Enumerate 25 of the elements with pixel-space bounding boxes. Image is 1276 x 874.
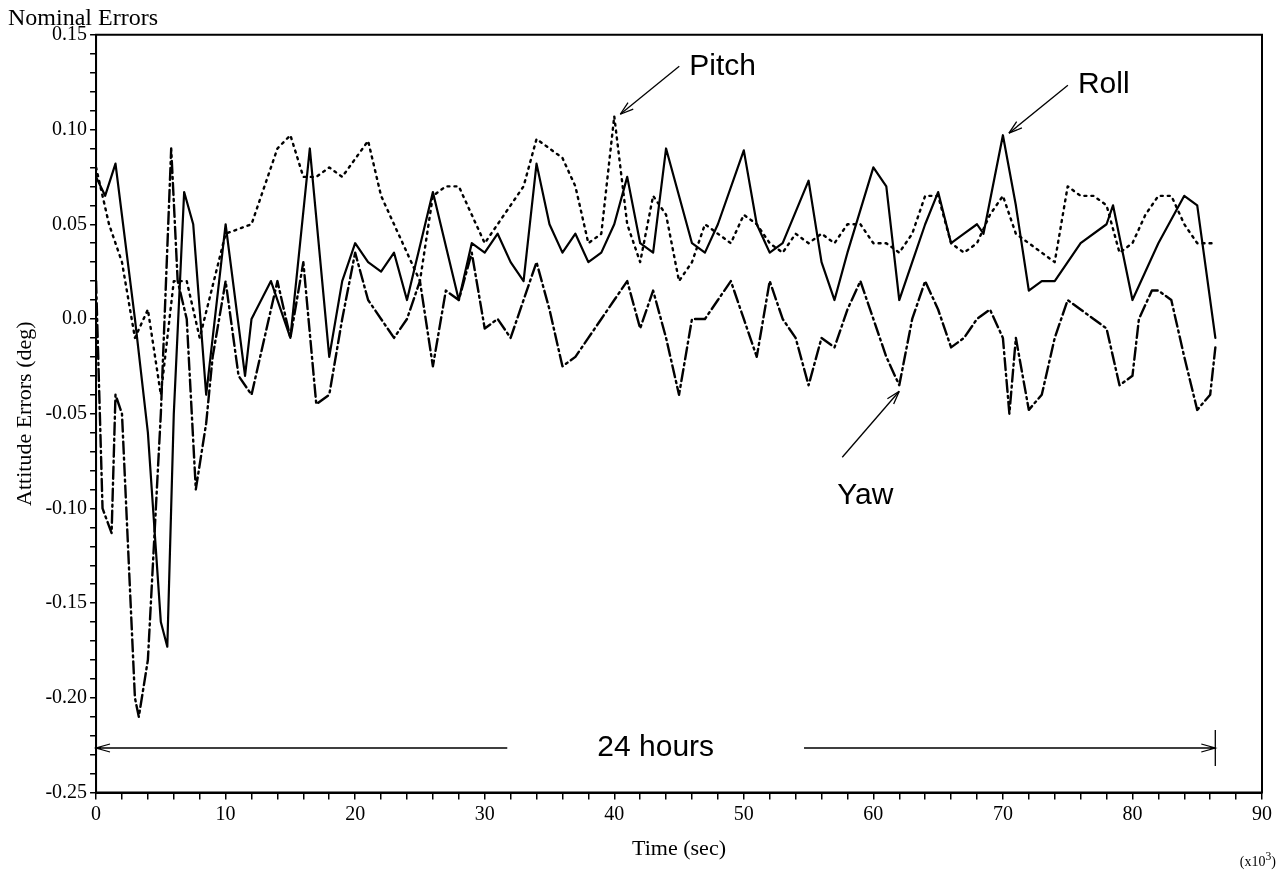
y-tick-label: -0.20 xyxy=(45,685,88,708)
y-tick-label: -0.10 xyxy=(45,495,88,518)
x-tick-label: 50 xyxy=(733,801,754,824)
x-tick-label: 20 xyxy=(345,801,366,824)
y-axis-title: Attitude Errors (deg) xyxy=(10,321,36,506)
y-tick-label: -0.05 xyxy=(45,400,88,423)
y-tick-label: -0.15 xyxy=(45,590,88,613)
y-tick-label: 0.0 xyxy=(62,306,88,329)
annotation: Pitch xyxy=(689,47,756,81)
y-tick-label: -0.25 xyxy=(45,779,88,802)
x-tick-label: 70 xyxy=(992,801,1013,824)
y-tick-label: 0.05 xyxy=(52,211,88,234)
x-axis-title: Time (sec) xyxy=(632,834,726,860)
x-tick-label: 30 xyxy=(474,801,495,824)
text: (x10$^{3}$) xyxy=(1239,850,1276,870)
annotation: Yaw xyxy=(837,476,894,510)
x-tick-label: 80 xyxy=(1122,801,1143,824)
x-tick-label: 0 xyxy=(91,801,102,824)
x-tick-label: 10 xyxy=(215,801,236,824)
annotation: 24 hours xyxy=(597,728,715,762)
x-tick-label: 40 xyxy=(604,801,625,824)
x-tick-label: 90 xyxy=(1252,801,1272,824)
annotation: Roll xyxy=(1077,66,1130,100)
y-tick-label: 0.10 xyxy=(52,116,88,139)
x-tick-label: 60 xyxy=(863,801,884,824)
